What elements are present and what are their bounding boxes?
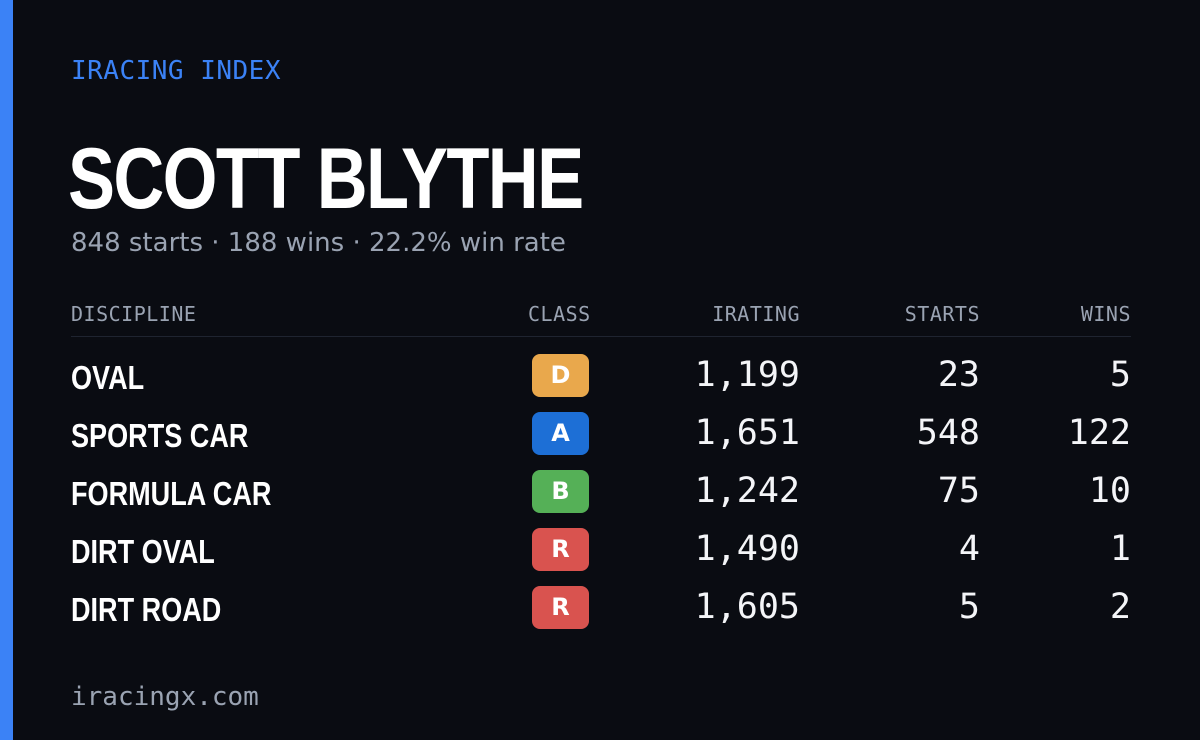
class-badge: A xyxy=(532,412,589,455)
irating-value: 1,651 xyxy=(694,413,800,453)
header-class: CLASS xyxy=(528,302,591,326)
starts-value: 4 xyxy=(958,529,980,569)
table-row: SPORTS CAR A 1,651 548 122 xyxy=(71,409,1131,467)
accent-bar xyxy=(0,0,13,740)
starts-value: 548 xyxy=(916,413,980,453)
class-badge: B xyxy=(532,470,589,513)
irating-value: 1,605 xyxy=(694,587,800,627)
irating-value: 1,490 xyxy=(694,529,800,569)
table-row: DIRT ROAD R 1,605 5 2 xyxy=(71,583,1131,641)
discipline-name: DIRT ROAD xyxy=(71,591,222,628)
site-url: iracingx.com xyxy=(71,682,259,712)
table-row: OVAL D 1,199 23 5 xyxy=(71,351,1131,409)
wins-value: 122 xyxy=(1067,413,1131,453)
wins-value: 2 xyxy=(1109,587,1131,627)
table-row: FORMULA CAR B 1,242 75 10 xyxy=(71,467,1131,525)
ratings-table: DISCIPLINE CLASS IRATING STARTS WINS OVA… xyxy=(71,296,1131,641)
class-badge: D xyxy=(532,354,589,397)
player-summary: 848 starts · 188 wins · 22.2% win rate xyxy=(71,228,566,258)
table-header: DISCIPLINE CLASS IRATING STARTS WINS xyxy=(71,296,1131,337)
starts-value: 5 xyxy=(958,587,980,627)
brand-title: IRACING INDEX xyxy=(71,56,281,86)
class-badge: R xyxy=(532,586,589,629)
wins-value: 5 xyxy=(1109,355,1131,395)
irating-value: 1,242 xyxy=(694,471,800,511)
header-discipline: DISCIPLINE xyxy=(71,302,197,326)
discipline-name: OVAL xyxy=(71,359,145,396)
starts-value: 23 xyxy=(937,355,980,395)
player-name: SCOTT BLYTHE xyxy=(68,131,584,227)
table-row: DIRT OVAL R 1,490 4 1 xyxy=(71,525,1131,583)
wins-value: 10 xyxy=(1088,471,1131,511)
discipline-name: SPORTS CAR xyxy=(71,417,249,454)
discipline-name: DIRT OVAL xyxy=(71,533,215,570)
starts-value: 75 xyxy=(937,471,980,511)
wins-value: 1 xyxy=(1109,529,1131,569)
irating-value: 1,199 xyxy=(694,355,800,395)
discipline-name: FORMULA CAR xyxy=(71,475,272,512)
class-badge: R xyxy=(532,528,589,571)
header-irating: IRATING xyxy=(712,302,800,326)
header-starts: STARTS xyxy=(904,302,980,326)
header-wins: WINS xyxy=(1080,302,1131,326)
table-body: OVAL D 1,199 23 5 SPORTS CAR A 1,651 548… xyxy=(71,351,1131,641)
